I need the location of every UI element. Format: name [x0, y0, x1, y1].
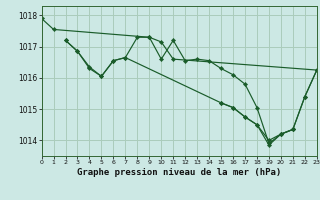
- X-axis label: Graphe pression niveau de la mer (hPa): Graphe pression niveau de la mer (hPa): [77, 168, 281, 177]
